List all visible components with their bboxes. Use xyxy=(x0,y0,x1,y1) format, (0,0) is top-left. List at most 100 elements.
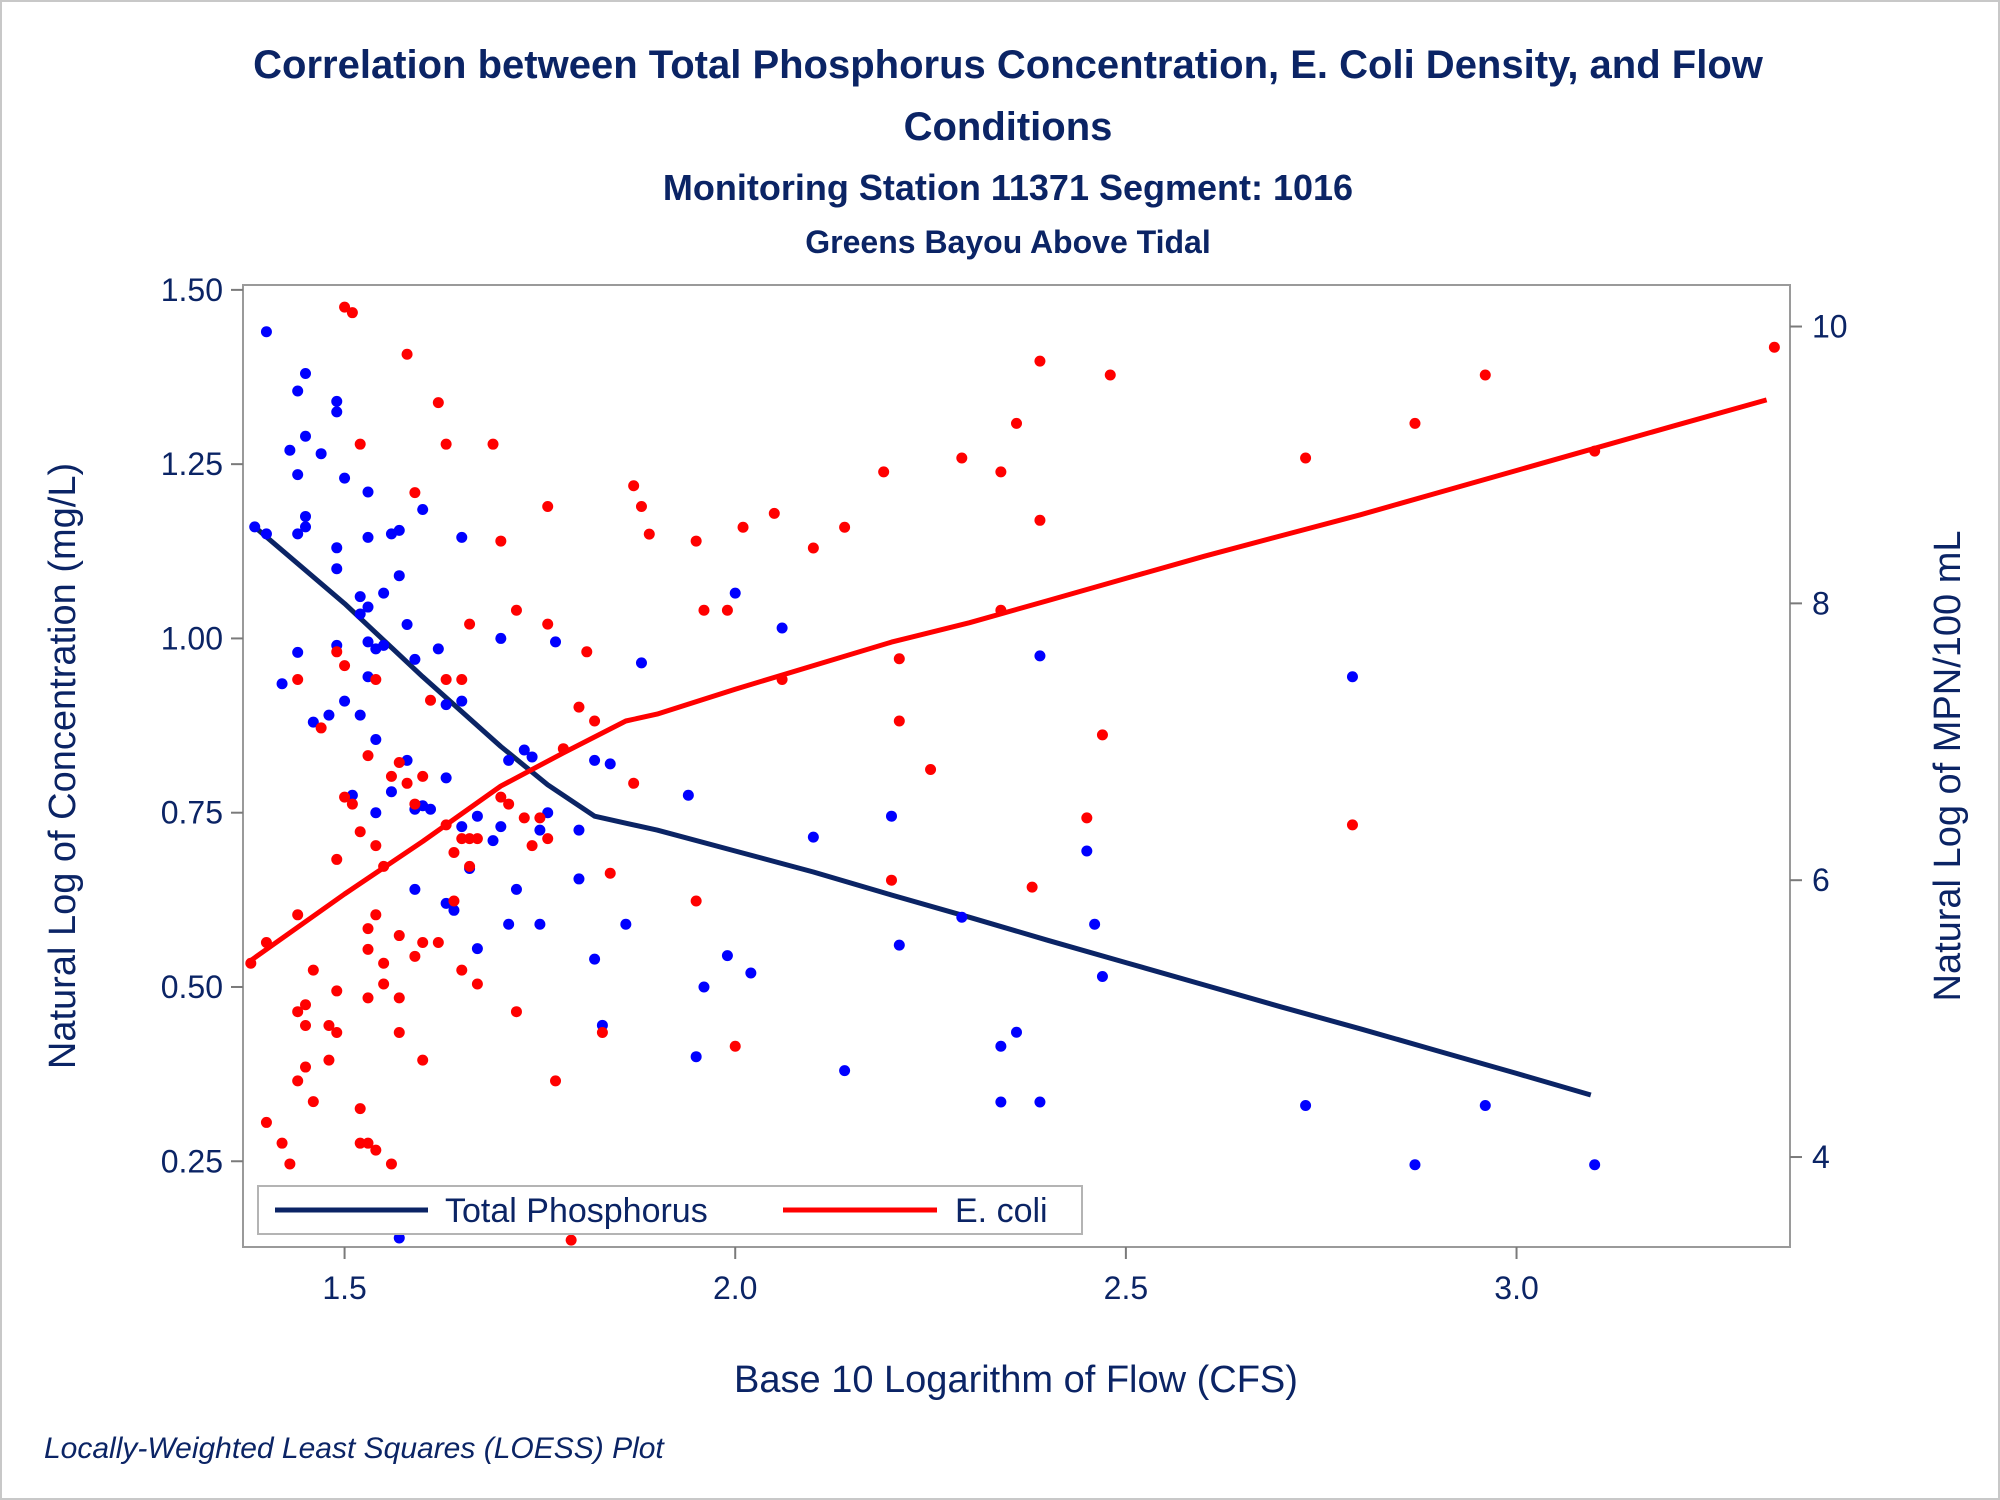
chart-title-line-2: Conditions xyxy=(904,105,1113,149)
ecoli-point xyxy=(432,397,444,409)
phosphorus-point xyxy=(471,943,483,955)
phosphorus-point xyxy=(300,521,312,533)
phosphorus-point xyxy=(401,618,413,630)
ecoli-point xyxy=(456,673,468,685)
phosphorus-point xyxy=(510,883,522,895)
phosphorus-point xyxy=(1479,1099,1491,1111)
phosphorus-point xyxy=(331,406,343,418)
phosphorus-point xyxy=(893,939,905,951)
ecoli-point xyxy=(307,964,319,976)
x-axis: 1.5 2.0 2.5 3.0 xyxy=(322,1247,1539,1306)
phosphorus-point xyxy=(698,981,710,993)
y-axis-right: 4 6 8 10 xyxy=(1790,309,1848,1175)
phosphorus-point xyxy=(448,904,460,916)
phosphorus-point xyxy=(370,807,382,819)
phosphorus-point xyxy=(362,636,374,648)
ecoli-point xyxy=(276,1137,288,1149)
ecoli-point xyxy=(807,542,819,554)
x-tick-label: 3.0 xyxy=(1494,1270,1538,1306)
ecoli-point xyxy=(448,847,460,859)
chart-footnote: Locally-Weighted Least Squares (LOESS) P… xyxy=(44,1432,665,1465)
ecoli-point xyxy=(292,1075,304,1087)
phosphorus-point xyxy=(260,326,272,338)
phosphorus-point xyxy=(1089,918,1101,930)
ecoli-point xyxy=(300,999,312,1011)
y-axis-right-label: Natural Log of MPN/100 mL xyxy=(1927,530,1969,1001)
ecoli-point xyxy=(737,521,749,533)
phosphorus-point xyxy=(393,570,405,582)
ecoli-loess-line xyxy=(249,397,1768,963)
phosphorus-point xyxy=(409,653,421,665)
ecoli-point xyxy=(956,452,968,464)
ecoli-point xyxy=(323,1054,335,1066)
y-right-tick-label: 4 xyxy=(1812,1139,1830,1175)
phosphorus-point xyxy=(456,821,468,833)
y-right-tick-label: 8 xyxy=(1812,585,1830,621)
ecoli-point xyxy=(378,978,390,990)
ecoli-point xyxy=(362,992,374,1004)
phosphorus-point xyxy=(354,709,366,721)
ecoli-point xyxy=(339,301,351,313)
phosphorus-point xyxy=(745,967,757,979)
phosphorus-point xyxy=(284,444,296,456)
y-left-tick-label: 1.00 xyxy=(161,620,223,656)
ecoli-point xyxy=(542,500,554,512)
ecoli-point xyxy=(628,777,640,789)
ecoli-point xyxy=(425,694,437,706)
ecoli-point xyxy=(362,750,374,762)
phosphorus-point xyxy=(1081,845,1093,857)
phosphorus-point xyxy=(315,448,327,460)
ecoli-point xyxy=(284,1158,296,1170)
phosphorus-point xyxy=(495,632,507,644)
ecoli-point xyxy=(362,943,374,955)
ecoli-point xyxy=(495,535,507,547)
phosphorus-point xyxy=(1409,1159,1421,1171)
ecoli-point xyxy=(1346,819,1358,831)
phosphorus-point xyxy=(292,469,304,481)
phosphorus-point xyxy=(690,1051,702,1063)
ecoli-point xyxy=(393,757,405,769)
ecoli-point xyxy=(385,1158,397,1170)
ecoli-point xyxy=(1589,445,1601,457)
phosphorus-point xyxy=(1346,671,1358,683)
ecoli-point xyxy=(307,1096,319,1108)
y-left-tick-label: 1.25 xyxy=(161,446,223,482)
ecoli-point xyxy=(471,978,483,990)
phosphorus-point xyxy=(1589,1159,1601,1171)
ecoli-point xyxy=(401,348,413,360)
phosphorus-point xyxy=(518,744,530,756)
y-axis-left-label: Natural Log of Concentration (mg/L) xyxy=(42,463,84,1069)
y-left-tick-label: 0.50 xyxy=(161,969,223,1005)
phosphorus-point xyxy=(362,486,374,498)
phosphorus-point xyxy=(1011,1026,1022,1038)
ecoli-point xyxy=(409,950,421,962)
ecoli-point xyxy=(885,874,897,886)
chart-subtitle-2: Greens Bayou Above Tidal xyxy=(805,224,1210,260)
ecoli-point xyxy=(995,604,1007,616)
phosphorus-point xyxy=(300,368,312,380)
ecoli-point xyxy=(401,777,413,789)
ecoli-point xyxy=(339,791,351,803)
phosphorus-point xyxy=(534,824,546,836)
ecoli-point xyxy=(409,798,421,810)
ecoli-point xyxy=(456,833,468,845)
ecoli-point xyxy=(729,1040,741,1052)
ecoli-point xyxy=(393,992,405,1004)
y-right-tick-label: 10 xyxy=(1812,309,1848,345)
ecoli-point xyxy=(370,840,382,852)
phosphorus-point xyxy=(487,835,499,847)
ecoli-point xyxy=(440,673,452,685)
ecoli-point xyxy=(417,936,429,948)
phosphorus-point xyxy=(432,643,444,655)
ecoli-point xyxy=(526,840,538,852)
ecoli-point xyxy=(893,653,905,665)
phosphorus-point xyxy=(471,810,483,822)
x-tick-label: 1.5 xyxy=(322,1270,366,1306)
phosphorus-point xyxy=(292,385,304,397)
y-left-tick-label: 1.50 xyxy=(161,272,223,308)
legend: Total Phosphorus E. coli xyxy=(257,1185,1083,1235)
ecoli-point xyxy=(362,923,374,935)
ecoli-point xyxy=(1104,369,1116,381)
loess-lines xyxy=(249,397,1768,1098)
